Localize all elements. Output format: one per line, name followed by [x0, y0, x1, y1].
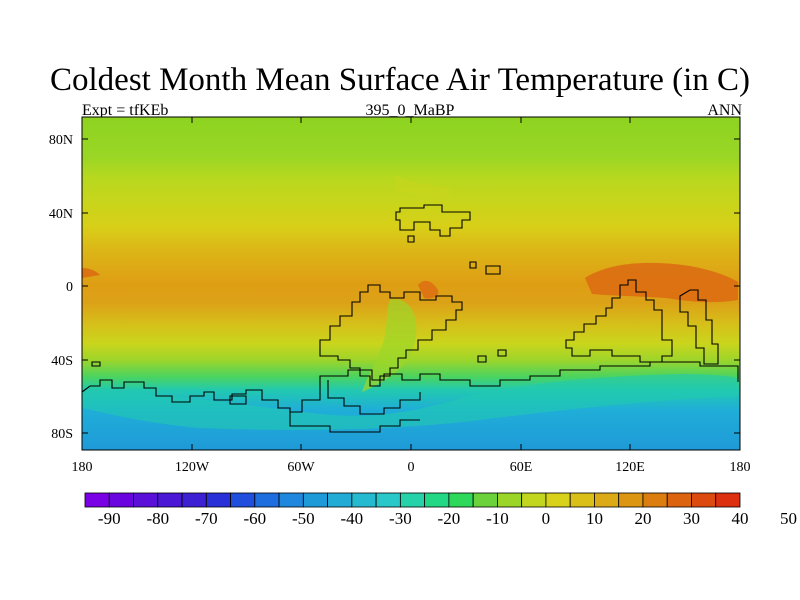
colorbar-swatch	[472, 492, 498, 508]
colorbar-label: 10	[586, 509, 603, 528]
lat-ticks	[82, 138, 740, 434]
lat-label-40s: 40S	[51, 354, 73, 369]
coastline-isle-south-2	[477, 355, 487, 363]
coastline-east-peninsula	[679, 289, 719, 365]
subtropical-cooler-north	[395, 175, 450, 200]
colorbar-swatch	[375, 492, 401, 508]
period-label: 395_0_MaBP	[365, 102, 455, 119]
lon-label-0: 0	[408, 460, 415, 475]
colorbar-label: 50	[780, 509, 797, 528]
lon-label-120w: 120W	[175, 460, 210, 475]
colorbar-swatch	[302, 492, 328, 508]
colorbar-swatch	[569, 492, 595, 508]
colorbar-swatch	[497, 492, 523, 508]
colorbar-swatch	[205, 492, 231, 508]
colorbar-swatch	[181, 492, 207, 508]
colorbar-swatch	[715, 492, 741, 508]
colorbar-swatch	[594, 492, 620, 508]
lon-labels: 180 120W 60W 0 60E 120E 180	[72, 460, 751, 475]
colorbar-swatch	[666, 492, 692, 508]
coastlines	[81, 204, 739, 433]
lat-labels: 80N 40N 0 40S 80S	[49, 133, 73, 442]
experiment-label: Expt = tfKEb	[82, 102, 169, 119]
coastline-isle-west	[91, 361, 101, 367]
season-label: ANN	[707, 102, 742, 119]
lat-label-80s: 80S	[51, 427, 73, 442]
lon-label-180w: 180	[72, 460, 93, 475]
coastline-north-continent	[395, 204, 471, 237]
lon-label-180e: 180	[730, 460, 751, 475]
colorbar-swatch	[157, 492, 183, 508]
lon-ticks	[191, 117, 631, 450]
coastline-south-continent	[319, 284, 463, 387]
warm-anomaly-east	[585, 262, 738, 303]
lat-label-40n: 40N	[49, 207, 73, 222]
colorbar	[84, 492, 741, 508]
colorbar-label: -10	[486, 509, 509, 528]
colorbar-label: -60	[243, 509, 266, 528]
colorbar-label: -80	[146, 509, 169, 528]
colorbar-swatch	[642, 492, 668, 508]
colorbar-label: -70	[195, 509, 218, 528]
lon-label-120e: 120E	[615, 460, 645, 475]
colorbar-label: -40	[341, 509, 364, 528]
warm-anomaly-central	[418, 280, 439, 299]
coastline-southern-continent	[81, 361, 739, 413]
coastline-east-continent	[565, 279, 673, 363]
colorbar-labels: -90 -80 -70 -60 -50 -40 -30 -20 -10 0 10 20 30 40 50	[98, 509, 797, 528]
coastline-southern-inner	[327, 380, 421, 415]
colorbar-swatch	[521, 492, 547, 508]
colorbar-label: -50	[292, 509, 315, 528]
colorbar-label: -90	[98, 509, 121, 528]
colorbar-swatch	[399, 492, 426, 508]
coastline-islet-2	[469, 261, 477, 269]
colorbar-label: -20	[438, 509, 461, 528]
lat-label-80n: 80N	[49, 133, 73, 148]
colorbar-swatch	[278, 492, 304, 508]
lon-label-60w: 60W	[287, 460, 315, 475]
coastline-islet-3	[485, 265, 501, 275]
coastline-isle-south-3	[497, 349, 507, 357]
colorbar-swatch	[448, 492, 474, 508]
colorbar-swatch	[230, 492, 256, 508]
colorbar-swatch	[84, 492, 110, 508]
lon-label-60e: 60E	[510, 460, 533, 475]
colorbar-label: 0	[542, 509, 551, 528]
coastline-south-tip	[289, 412, 420, 433]
coastline-islet-1	[407, 235, 415, 243]
colorbar-swatch	[108, 492, 134, 508]
colorbar-swatch	[327, 492, 353, 508]
coastline-isle-south-1	[229, 395, 247, 405]
colorbar-label: 40	[732, 509, 749, 528]
colorbar-label: 20	[634, 509, 651, 528]
colorbar-swatch	[424, 492, 450, 508]
colorbar-swatch	[351, 492, 377, 508]
colorbar-swatch	[618, 492, 644, 508]
colorbar-swatch	[254, 492, 280, 508]
colorbar-label: -30	[389, 509, 412, 528]
lat-label-0: 0	[66, 280, 73, 295]
colorbar-swatch	[133, 492, 159, 508]
map-panel: 80N 40N 0 40S 80S 180 120W 60W 0 60E 120…	[49, 116, 751, 475]
colorbar-label: 30	[683, 509, 700, 528]
cold-band-south	[82, 374, 738, 430]
colorbar-swatch	[691, 492, 717, 508]
map-title: Coldest Month Mean Surface Air Temperatu…	[50, 62, 750, 98]
colorbar-swatch	[545, 492, 571, 508]
warm-anomaly-west	[82, 268, 100, 278]
cool-tongue-south-atlantic	[362, 299, 417, 392]
